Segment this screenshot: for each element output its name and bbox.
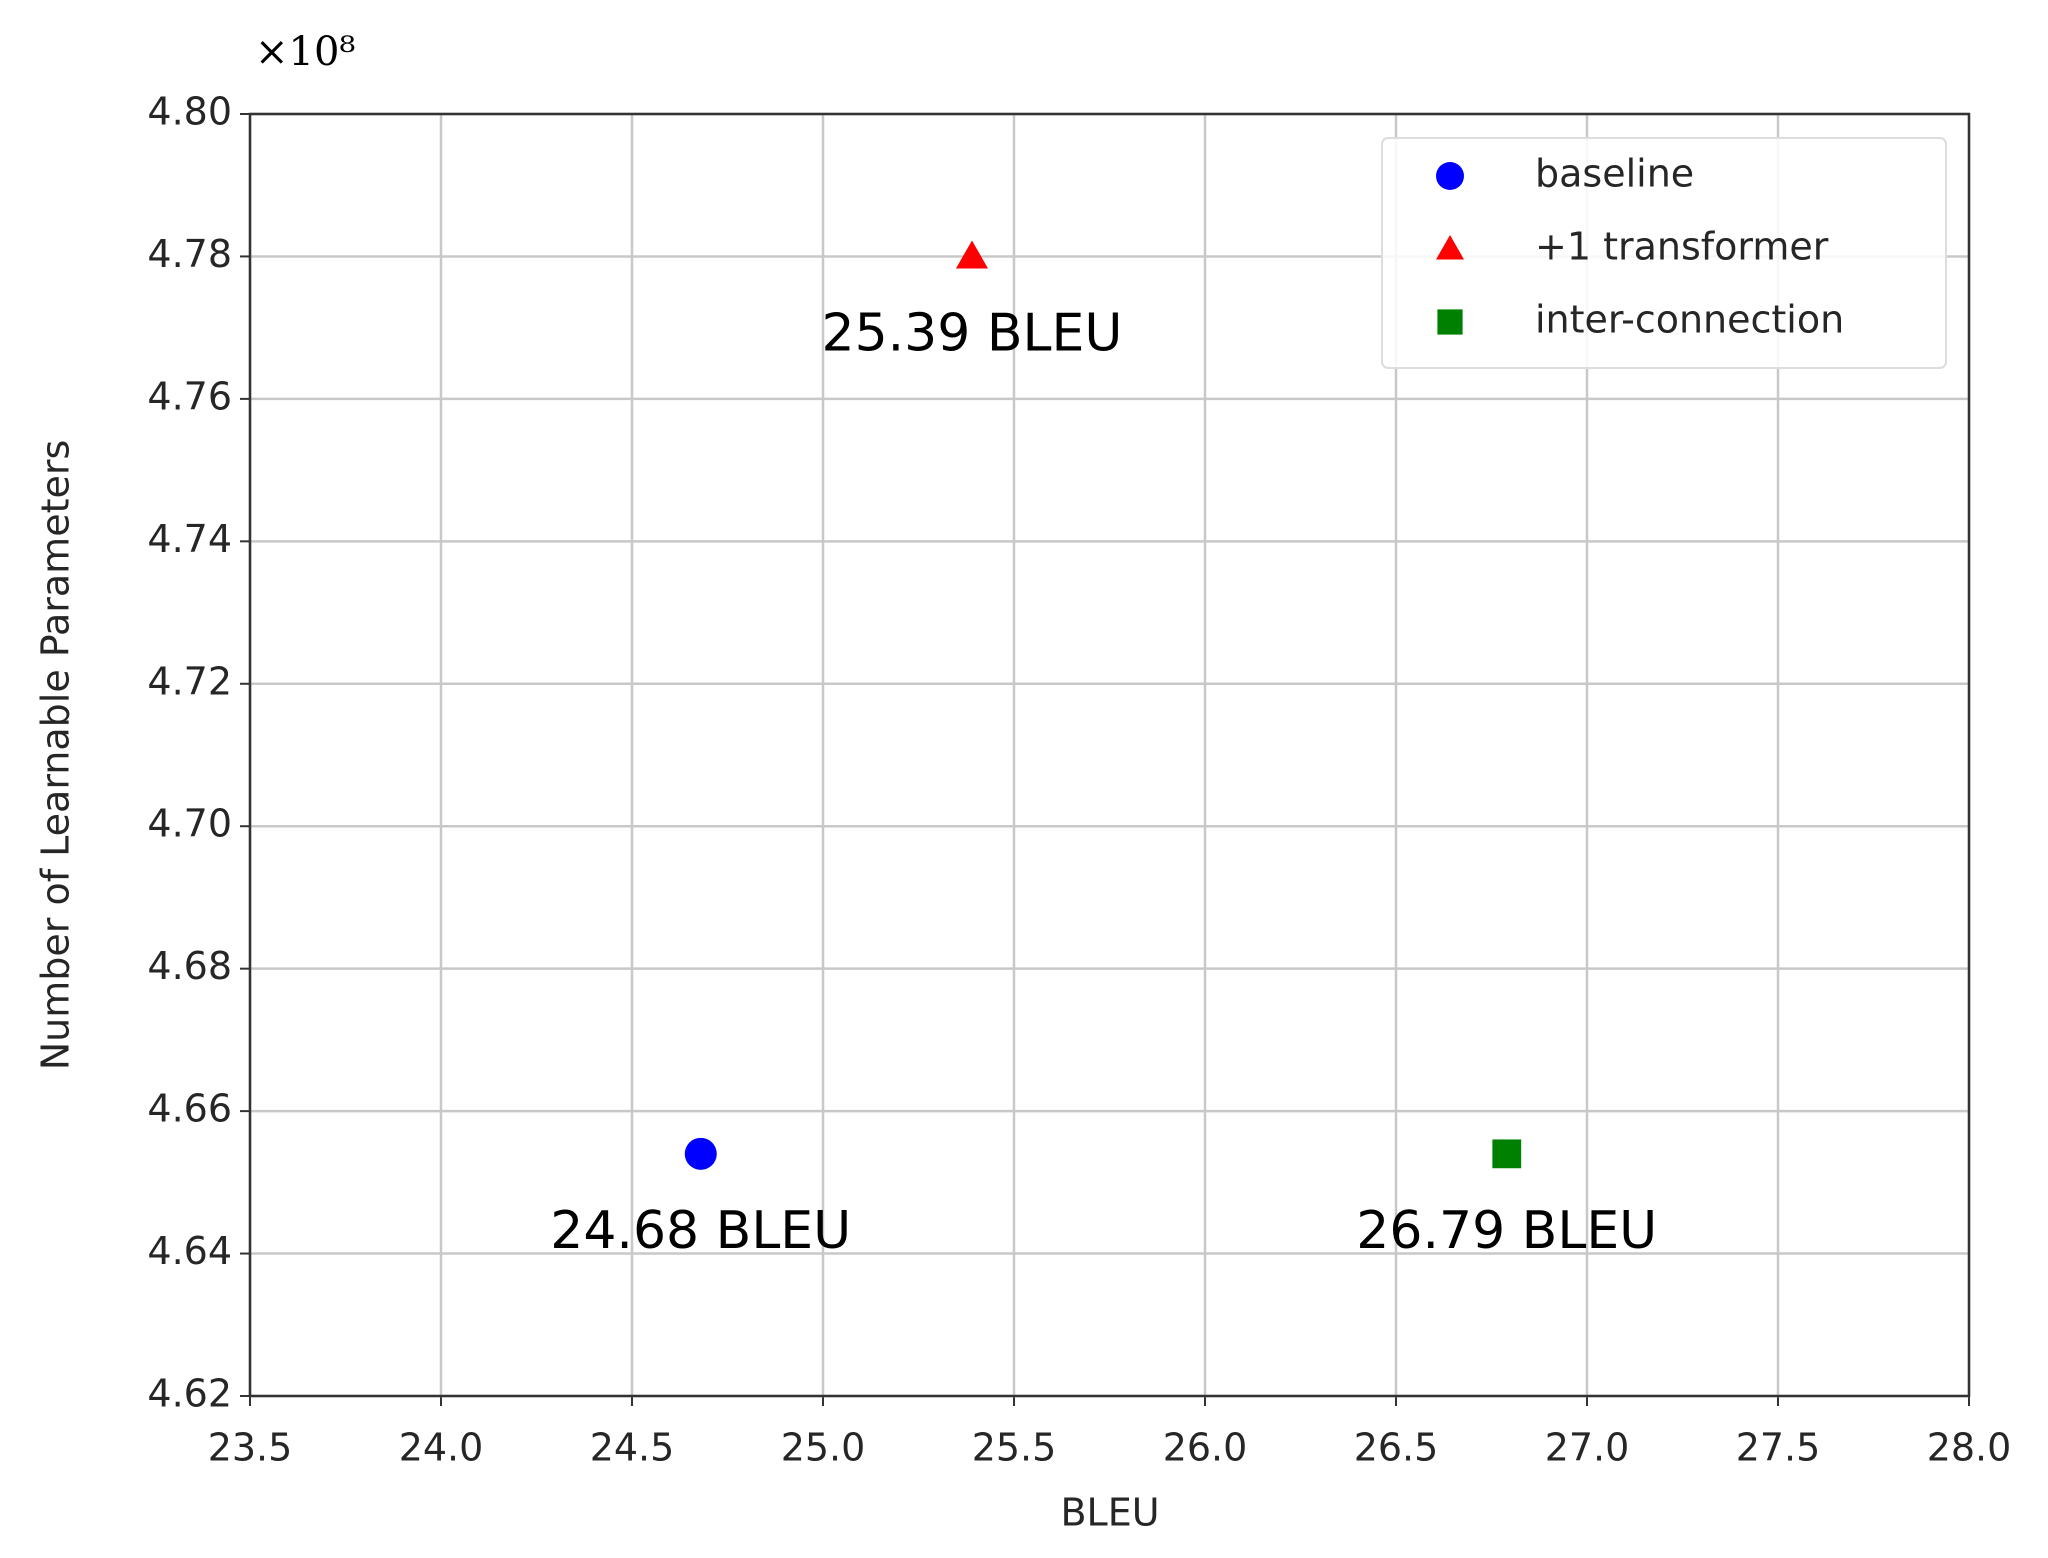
legend-marker — [1436, 162, 1464, 190]
y-tick-label: 4.80 — [147, 90, 232, 134]
y-tick-label: 4.64 — [147, 1229, 232, 1273]
legend-label: baseline — [1535, 152, 1694, 196]
x-tick-label: 28.0 — [1927, 1426, 2012, 1470]
y-tick-label: 4.72 — [147, 659, 232, 703]
legend-label: +1 transformer — [1535, 225, 1829, 269]
data-label: 26.79 BLEU — [1356, 1201, 1657, 1261]
y-tick-label: 4.78 — [147, 232, 232, 276]
data-label: 24.68 BLEU — [550, 1201, 851, 1261]
legend-marker — [1437, 309, 1463, 335]
marker — [684, 1137, 717, 1170]
x-tick-label: 25.5 — [972, 1426, 1057, 1470]
x-tick-label: 27.0 — [1545, 1426, 1630, 1470]
y-tick-label: 4.70 — [147, 802, 232, 846]
x-tick-label: 27.5 — [1736, 1426, 1821, 1470]
y-axis-label: Number of Learnable Parameters — [34, 440, 78, 1071]
x-axis-label: BLEU — [1060, 1491, 1159, 1535]
marker — [1492, 1139, 1522, 1169]
y-tick-label: 4.68 — [147, 944, 232, 988]
y-tick-label: 4.76 — [147, 374, 232, 418]
x-tick-label: 24.5 — [590, 1426, 675, 1470]
x-tick-label: 23.5 — [208, 1426, 293, 1470]
y-tick-label: 4.66 — [147, 1087, 232, 1131]
legend-box — [1381, 137, 1947, 369]
y-tick-label: 4.74 — [147, 517, 232, 561]
data-label: 25.39 BLEU — [821, 303, 1122, 363]
x-tick-label: 25.0 — [781, 1426, 866, 1470]
x-tick-label: 24.0 — [399, 1426, 484, 1470]
legend-marker — [1436, 235, 1464, 260]
marker — [955, 240, 988, 269]
legend-label: inter-connection — [1535, 298, 1844, 342]
y-tick-label: 4.62 — [147, 1372, 232, 1416]
x-tick-label: 26.5 — [1354, 1426, 1439, 1470]
x-tick-label: 26.0 — [1163, 1426, 1248, 1470]
plot-frame — [248, 112, 1971, 1398]
y-scale-text: ×10⁸ — [255, 29, 355, 75]
